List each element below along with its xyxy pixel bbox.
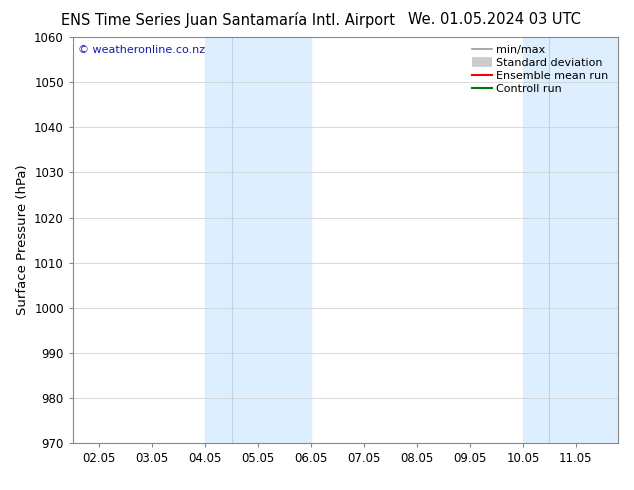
Legend: min/max, Standard deviation, Ensemble mean run, Controll run: min/max, Standard deviation, Ensemble me… bbox=[467, 41, 612, 98]
Text: © weatheronline.co.nz: © weatheronline.co.nz bbox=[79, 45, 205, 55]
Bar bbox=[523, 37, 618, 443]
Text: We. 01.05.2024 03 UTC: We. 01.05.2024 03 UTC bbox=[408, 12, 581, 27]
Bar bbox=[205, 37, 311, 443]
Y-axis label: Surface Pressure (hPa): Surface Pressure (hPa) bbox=[16, 165, 29, 316]
Text: ENS Time Series Juan Santamaría Intl. Airport: ENS Time Series Juan Santamaría Intl. Ai… bbox=[61, 12, 395, 28]
